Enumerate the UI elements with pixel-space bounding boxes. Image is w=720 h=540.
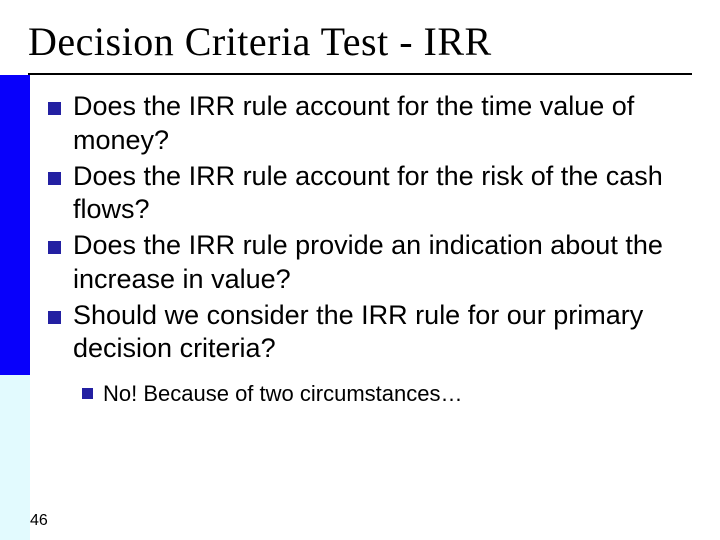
slide-body: Does the IRR rule account for the time v… [48,90,696,408]
square-bullet-icon [48,241,61,254]
square-bullet-icon [48,172,61,185]
side-accent-blue [0,75,30,375]
slide-title: Decision Criteria Test - IRR [28,18,492,65]
sub-bullet-text: No! Because of two circumstances… [103,380,696,408]
bullet-item: Should we consider the IRR rule for our … [48,299,696,367]
page-number: 46 [30,512,48,530]
square-bullet-icon [82,388,93,399]
bullet-text: Does the IRR rule account for the time v… [73,90,696,158]
square-bullet-icon [48,311,61,324]
bullet-item: Does the IRR rule account for the time v… [48,90,696,158]
slide: Decision Criteria Test - IRR Does the IR… [0,0,720,540]
side-accent-light [0,375,30,540]
square-bullet-icon [48,102,61,115]
sub-bullet-item: No! Because of two circumstances… [82,380,696,408]
bullet-item: Does the IRR rule account for the risk o… [48,160,696,228]
bullet-item: Does the IRR rule provide an indication … [48,229,696,297]
bullet-text: Does the IRR rule account for the risk o… [73,160,696,228]
title-underline [28,73,692,75]
bullet-text: Should we consider the IRR rule for our … [73,299,696,367]
bullet-text: Does the IRR rule provide an indication … [73,229,696,297]
